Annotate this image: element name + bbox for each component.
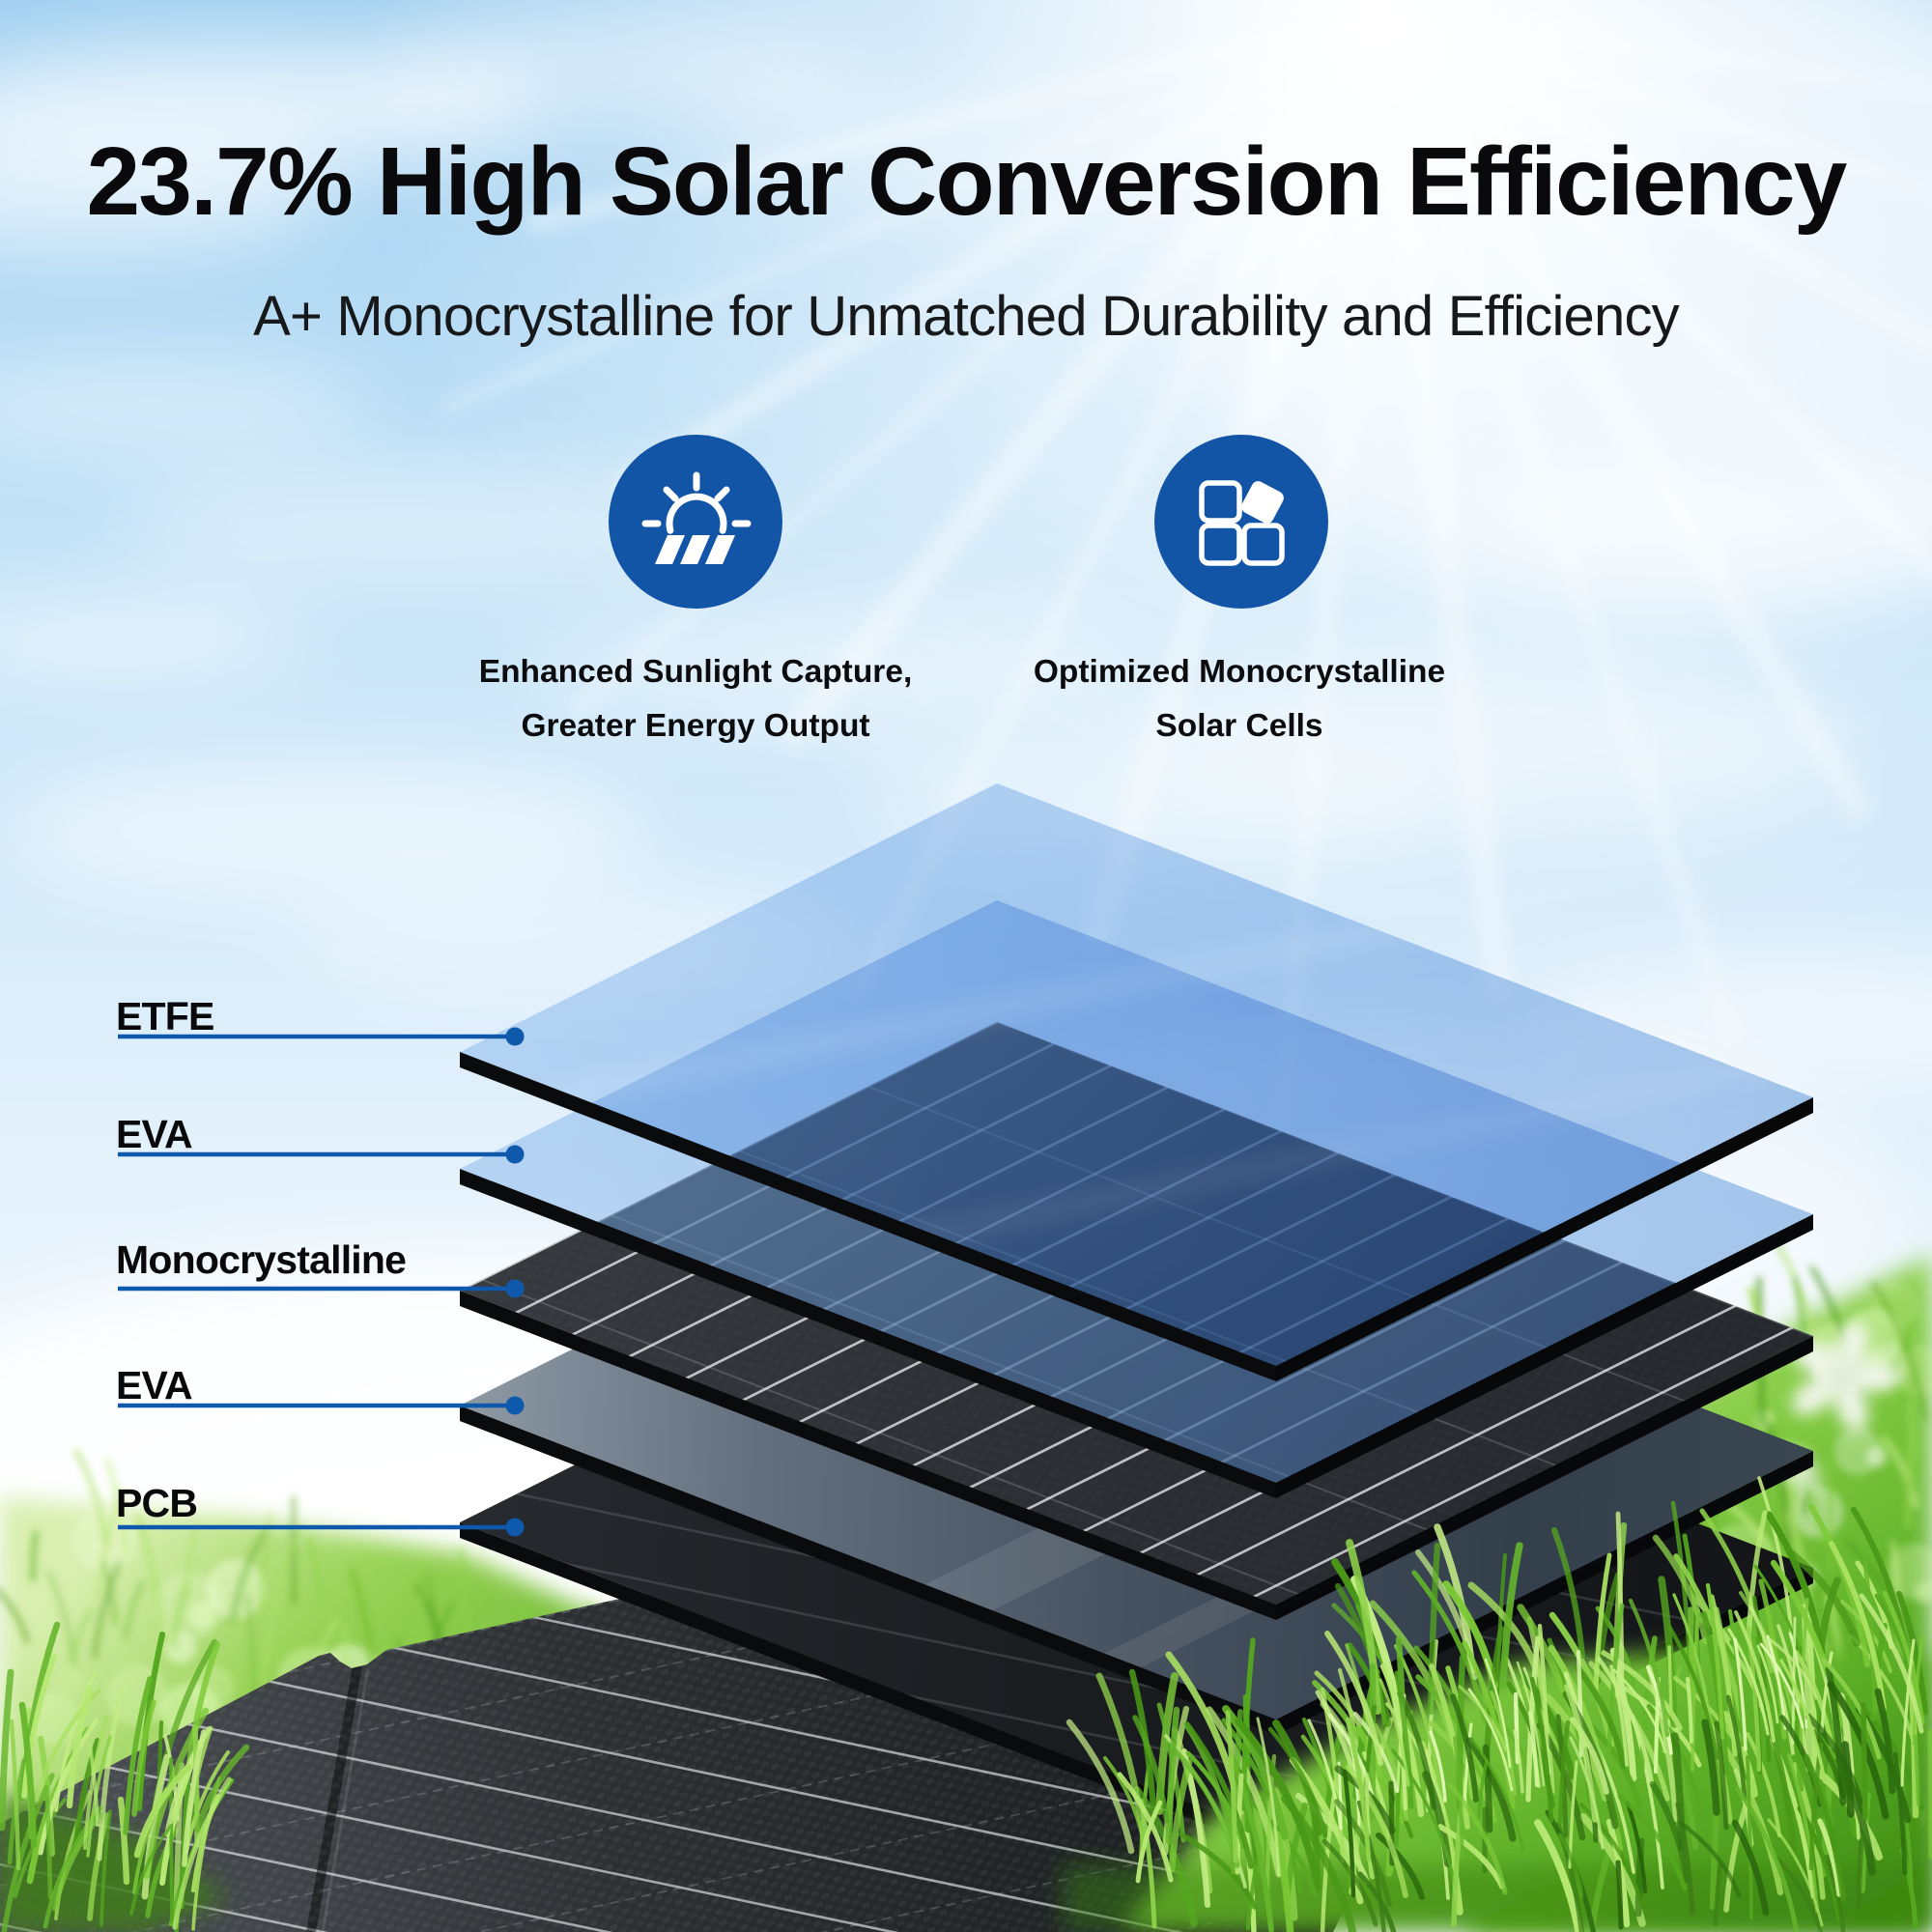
svg-text:Enhanced Sunlight Capture,: Enhanced Sunlight Capture, [479, 654, 913, 690]
svg-text:Optimized Monocrystalline: Optimized Monocrystalline [1034, 654, 1445, 690]
svg-text:Solar Cells: Solar Cells [1155, 708, 1322, 744]
svg-text:A+ Monocrystalline for Unmatch: A+ Monocrystalline for Unmatched Durabil… [253, 285, 1680, 348]
svg-text:EVA: EVA [116, 1112, 192, 1156]
svg-text:ETFE: ETFE [116, 994, 214, 1038]
svg-text:PCB: PCB [116, 1481, 197, 1525]
svg-text:Greater Energy Output: Greater Energy Output [521, 708, 869, 744]
svg-text:EVA: EVA [116, 1363, 192, 1407]
svg-text:Monocrystalline: Monocrystalline [116, 1237, 406, 1282]
svg-text:23.7% High Solar Conversion Ef: 23.7% High Solar Conversion Efficiency [86, 128, 1847, 236]
